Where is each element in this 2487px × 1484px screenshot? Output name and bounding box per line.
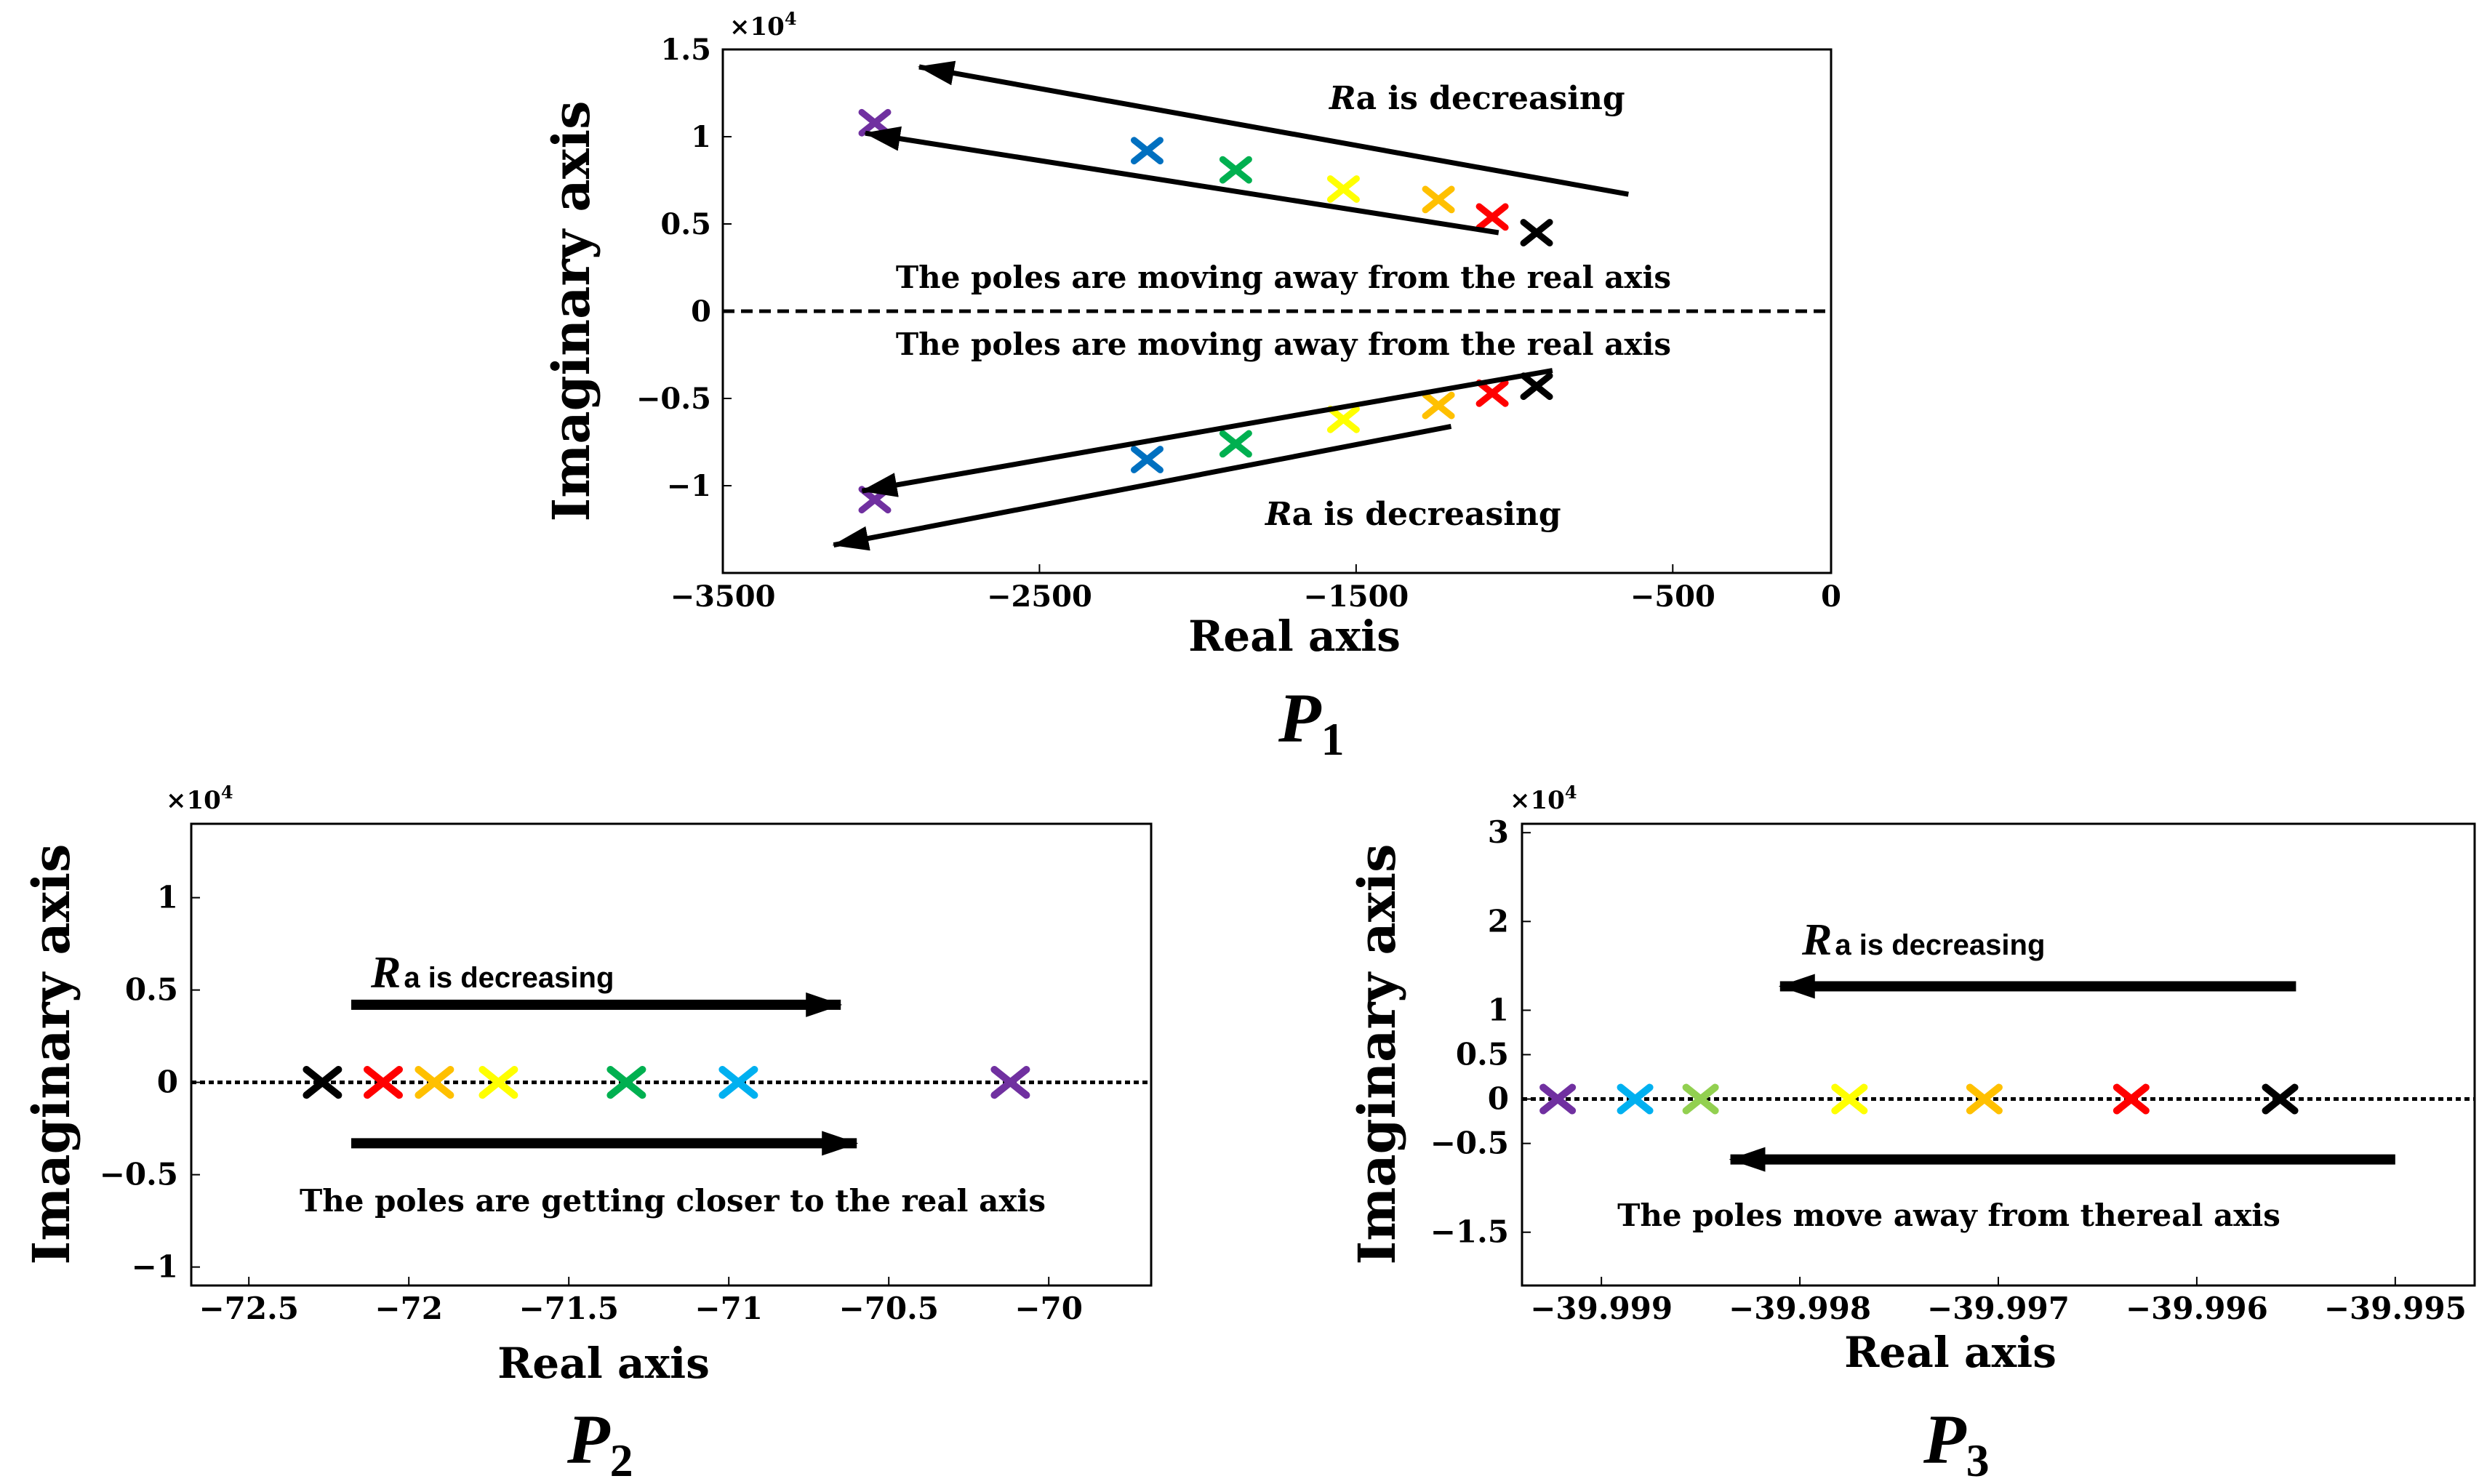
p3-x-tick-label: −39.999 xyxy=(1530,1291,1673,1326)
p1-pole-red xyxy=(1475,203,1509,231)
p2-x-tick-label: −71 xyxy=(694,1291,763,1326)
p3-y-tick-label: 2 xyxy=(1488,903,1509,939)
p3-annotation: The poles move away from thereal axis xyxy=(1617,1198,2280,1233)
p2-plot-frame xyxy=(190,822,1153,1287)
p3-x-tick-label: −39.998 xyxy=(1729,1291,1871,1326)
p2-pole-yellow xyxy=(478,1066,518,1099)
p1-pole-yellow xyxy=(1326,175,1360,203)
p1-x-tick-label: −1500 xyxy=(1303,579,1409,614)
p1-pole-purple xyxy=(858,108,892,137)
p2-y-tick-label: 0 xyxy=(157,1064,178,1100)
p1-label-top: Ra is decreasing xyxy=(1328,80,1625,117)
p2-x-tick-label: −70 xyxy=(1014,1291,1083,1326)
p2-y-tick-label: 0.5 xyxy=(125,972,178,1008)
p2-x-axis-title: Real axis xyxy=(497,1339,710,1388)
p1-pole-red xyxy=(1475,379,1509,407)
p1-annotation-lower: The poles are moving away from the real … xyxy=(896,326,1671,362)
p1-direction-arrow-1 xyxy=(917,60,1629,197)
p2-y-axis-title: Imaginary axis xyxy=(21,844,81,1265)
p1-pole-black xyxy=(1520,219,1553,246)
p3-pole-orange xyxy=(1966,1083,2003,1115)
p1-pole-blue xyxy=(1130,446,1164,473)
p3-exponent-label: ×104 xyxy=(1510,782,1577,815)
p2-pole-green xyxy=(606,1066,646,1099)
p3-pole-red xyxy=(2112,1083,2150,1115)
p2-y-tick-label: 1 xyxy=(157,880,178,915)
p3-x-tick-label: −39.997 xyxy=(1927,1291,2070,1326)
p1-y-tick-label: 0.5 xyxy=(660,207,711,241)
p1-x-tick-label: 0 xyxy=(1821,579,1841,614)
p3-pole-markers xyxy=(1539,1083,2299,1115)
p3-y-axis-title: Imaginary axis xyxy=(1347,844,1407,1265)
p1-y-axis-title: Imaginary axis xyxy=(541,101,601,522)
p1-y-tick-label: −1 xyxy=(667,469,711,503)
p2-x-tick-label: −72.5 xyxy=(199,1291,298,1326)
p2-x-tick-label: −72 xyxy=(375,1291,443,1326)
p2-x-tick-label: −71.5 xyxy=(518,1291,618,1326)
p2-pole-cyan xyxy=(718,1066,758,1099)
p1-panel-title: P1 xyxy=(1278,679,1345,765)
p1-pole-orange xyxy=(1422,391,1455,420)
p1-pole-markers xyxy=(858,108,1553,514)
p2-panel-title: P2 xyxy=(566,1400,633,1484)
p3-axis-ticks: −39.999 −39.998 −39.997 −39.996 −39.995 3 2 1 0.… xyxy=(1430,814,2467,1326)
p1-pole-green xyxy=(1219,156,1252,184)
p3-pole-light-green xyxy=(1682,1083,1719,1115)
p3-y-tick-label: 0.5 xyxy=(1456,1037,1509,1072)
p2-y-tick-label: −1 xyxy=(132,1249,178,1285)
p2-x-tick-label: −70.5 xyxy=(838,1291,938,1326)
p2-axis-ticks: −72.5 −72 −71.5 −71 −70.5 −70 1 0.5 0 −0.5 −1 xyxy=(100,880,1083,1326)
p2-annotation: The poles are getting closer to the real… xyxy=(300,1183,1046,1219)
p1-y-tick-label: −0.5 xyxy=(636,382,711,416)
chart-p3: −39.999 −39.998 −39.997 −39.996 −39.995 3 2 1 0.… xyxy=(1347,782,2476,1484)
p1-y-tick-label: 1 xyxy=(691,120,711,154)
chart-p1: −3500 −2500 −1500 −500 01.510.50−0.5−1 ×104 … xyxy=(541,8,1841,765)
p1-pole-orange xyxy=(1422,185,1455,214)
p3-x-tick-label: −39.995 xyxy=(2324,1291,2467,1326)
p3-y-tick-label: −1.5 xyxy=(1430,1214,1509,1250)
p1-y-tick-label: 1.5 xyxy=(660,33,711,67)
p2-exponent-label: ×104 xyxy=(166,782,233,815)
p1-direction-arrow-4 xyxy=(832,423,1452,551)
p1-direction-arrows xyxy=(832,60,1629,551)
p1-pole-green xyxy=(1219,430,1252,458)
chart-p2: −72.5 −72 −71.5 −71 −70.5 −70 1 0.5 0 −0.5 −1 ×104… xyxy=(21,782,1153,1484)
p1-y-tick-label: 0 xyxy=(691,294,711,329)
p2-pole-markers xyxy=(303,1066,1030,1099)
p1-pole-blue xyxy=(1130,137,1164,165)
p3-pole-cyan xyxy=(1617,1083,1654,1115)
p3-y-tick-label: 3 xyxy=(1488,814,1509,850)
p1-direction-arrow-3 xyxy=(860,368,1553,497)
p3-y-tick-label: 0 xyxy=(1488,1081,1509,1117)
p1-pole-yellow xyxy=(1326,405,1360,433)
p1-x-tick-label: −500 xyxy=(1630,579,1715,614)
p1-x-tick-label: −3500 xyxy=(670,579,776,614)
p3-y-tick-label: −0.5 xyxy=(1430,1126,1509,1161)
p3-pole-purple xyxy=(1539,1083,1577,1115)
p3-x-tick-label: −39.996 xyxy=(2126,1291,2268,1326)
p1-exponent-label: ×104 xyxy=(729,8,797,41)
p1-x-axis-title: Real axis xyxy=(1188,611,1401,661)
p3-y-tick-label: 1 xyxy=(1488,992,1509,1027)
p2-pole-orange xyxy=(414,1066,454,1099)
p3-pole-black xyxy=(2262,1083,2299,1115)
p2-pole-red xyxy=(364,1066,403,1099)
p1-annotation-upper: The poles are moving away from the real … xyxy=(896,260,1671,295)
p2-direction-arrows xyxy=(351,992,859,1156)
p2-y-tick-label: −0.5 xyxy=(100,1157,178,1192)
p2-pole-purple xyxy=(990,1066,1030,1099)
p3-pole-yellow xyxy=(1831,1083,1868,1115)
p1-label-bottom: Ra is decreasing xyxy=(1264,496,1561,533)
p3-x-axis-title: Real axis xyxy=(1844,1328,2057,1377)
p1-x-tick-label: −2500 xyxy=(987,579,1092,614)
p3-panel-title: P3 xyxy=(1923,1400,1990,1484)
p1-direction-arrow-2 xyxy=(863,126,1499,236)
p3-direction-arrows xyxy=(1729,974,2395,1172)
p1-pole-black xyxy=(1520,372,1553,401)
p1-axis-ticks: −3500 −2500 −1500 −500 0 1.5 1 0.5 0 −0.5 −1 xyxy=(636,33,1841,614)
p2-pole-black xyxy=(303,1066,343,1099)
